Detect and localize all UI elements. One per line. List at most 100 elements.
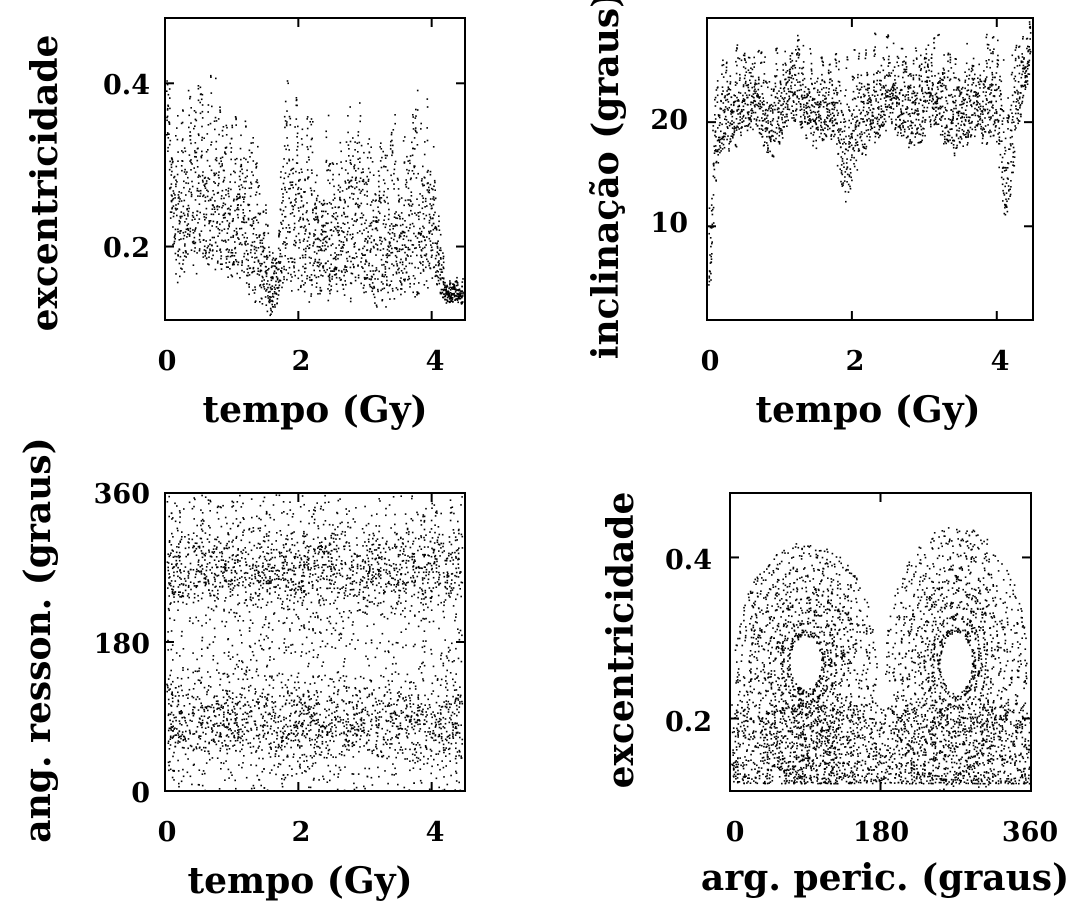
data-point (300, 274, 303, 277)
data-point (435, 274, 437, 277)
data-point (194, 247, 196, 249)
data-point (279, 262, 281, 264)
data-point (894, 88, 897, 91)
data-point (731, 109, 733, 111)
data-point (175, 179, 177, 181)
data-point (326, 235, 328, 238)
data-point (218, 232, 221, 235)
data-point (196, 252, 198, 254)
data-point (961, 116, 963, 119)
data-point (416, 294, 418, 296)
data-point (982, 127, 984, 129)
data-point (990, 131, 992, 133)
data-point (946, 109, 948, 112)
data-point (737, 57, 739, 59)
data-point (268, 267, 270, 270)
data-point (766, 129, 768, 131)
data-point (403, 267, 406, 270)
data-point (245, 126, 247, 128)
data-point (391, 152, 394, 154)
data-point (1002, 131, 1005, 133)
data-point (721, 142, 723, 145)
data-point (710, 227, 713, 229)
data-point (372, 293, 375, 296)
data-point (265, 223, 267, 226)
data-point (212, 254, 214, 257)
data-point (798, 53, 801, 55)
data-point (267, 286, 269, 289)
data-point (182, 109, 184, 111)
data-point (419, 227, 421, 230)
data-point (1003, 153, 1006, 155)
data-point (855, 159, 858, 162)
data-point (998, 131, 1001, 134)
data-point (225, 255, 228, 258)
data-point (374, 193, 377, 196)
data-point (865, 54, 867, 56)
data-point (396, 177, 399, 180)
data-point (861, 101, 864, 103)
data-point (275, 293, 278, 295)
data-point (968, 119, 970, 122)
data-point (941, 82, 944, 85)
data-point (360, 190, 363, 192)
data-point (744, 59, 746, 61)
data-point (363, 291, 365, 294)
data-point (367, 231, 369, 233)
data-point (1004, 149, 1007, 152)
data-point (909, 115, 911, 117)
data-point (1000, 176, 1003, 179)
data-point (982, 135, 984, 137)
data-point (445, 293, 448, 295)
data-point (197, 133, 200, 135)
data-point (232, 234, 235, 237)
data-point (735, 49, 738, 52)
data-point (941, 105, 944, 108)
data-point (429, 170, 432, 173)
data-point (457, 297, 460, 300)
data-point (716, 149, 719, 151)
data-point (431, 224, 433, 227)
data-point (1000, 108, 1002, 110)
data-point (423, 217, 426, 220)
data-point (827, 114, 829, 117)
data-point (223, 228, 226, 230)
data-point (766, 101, 768, 104)
data-point (953, 152, 956, 155)
data-point (711, 223, 714, 226)
data-point (303, 238, 305, 240)
data-point (171, 199, 174, 201)
data-point (922, 109, 924, 112)
data-point (933, 108, 935, 110)
data-point (193, 242, 196, 245)
data-point (758, 82, 760, 85)
data-point (187, 176, 189, 179)
data-point (388, 254, 391, 257)
data-point (821, 138, 824, 140)
data-point (239, 147, 242, 150)
data-point (444, 281, 446, 284)
data-point (799, 109, 802, 111)
data-point (267, 225, 269, 227)
data-point (877, 107, 879, 109)
data-point (281, 202, 283, 204)
data-point (926, 76, 929, 78)
data-point (786, 125, 788, 127)
data-point (391, 232, 394, 234)
data-point (434, 211, 436, 214)
data-point (851, 179, 853, 182)
data-point (255, 246, 257, 249)
data-point (416, 237, 419, 239)
data-point (733, 94, 735, 96)
data-point (908, 113, 911, 115)
data-point (253, 240, 256, 243)
data-point (900, 113, 902, 116)
data-point (814, 111, 816, 114)
data-point (377, 206, 379, 208)
data-point (404, 220, 406, 222)
data-point (294, 274, 296, 277)
data-point (330, 270, 332, 272)
data-point (202, 194, 205, 196)
data-point (379, 249, 382, 251)
data-point (308, 244, 311, 246)
